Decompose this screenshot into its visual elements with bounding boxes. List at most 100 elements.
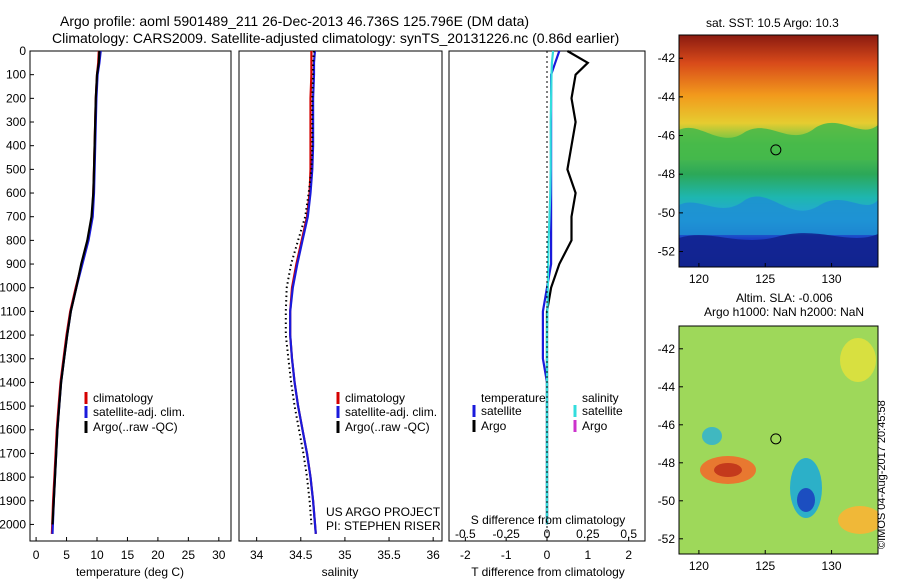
legend-label-climatology: climatology — [345, 391, 405, 405]
depth-tick-label: 1400 — [0, 375, 26, 389]
latitude-tick-label: -42 — [658, 342, 676, 356]
x-tick-label: 0 — [544, 548, 551, 562]
legend-heading-temperature: temperature — [481, 391, 546, 405]
longitude-tick-label: 125 — [755, 559, 775, 573]
depth-tick-label: 1600 — [0, 423, 26, 437]
depth-tick-label: 200 — [6, 91, 26, 105]
temperature-panel: 0100200300400500600700800900100011001200… — [0, 44, 232, 579]
longitude-tick-label: 120 — [689, 272, 709, 286]
legend-label-argo: Argo(..raw -QC) — [93, 420, 178, 434]
sst-latitude-ticks: -42 -44 -46 -48 -50 -52 — [658, 51, 683, 259]
legend-label-temperature-satellite: satellite — [481, 404, 522, 418]
sst-map-frame — [678, 34, 879, 268]
salinity-axis-label: salinity — [322, 565, 359, 579]
legend-label-salinity-argo: Argo — [582, 419, 608, 433]
temperature-difference-axis-label: T difference from climatology — [471, 565, 625, 579]
sla-positive-anomaly-east — [838, 506, 878, 534]
x-tick-label: -1 — [501, 548, 512, 562]
sst-front-cold — [679, 196, 878, 235]
latitude-tick-label: -44 — [658, 380, 676, 394]
sla-map-frame — [678, 325, 879, 555]
latitude-tick-label: -52 — [658, 245, 676, 259]
salinity-difference-tick-label: 0 — [544, 527, 551, 541]
salinity-panel: 34 34.5 35 35.5 36 climatology satellite-adj… — [238, 50, 443, 579]
latitude-tick-label: -42 — [658, 51, 676, 65]
depth-tick-label: 1900 — [0, 494, 26, 508]
sla-map-subtitle: Argo h1000: NaN h2000: NaN — [704, 305, 865, 319]
sla-map: -42 -44 -46 -48 -50 -52 120 125 130 — [658, 325, 879, 573]
depth-tick-label: 1200 — [0, 328, 26, 342]
depth-tick-label: 1300 — [0, 352, 26, 366]
salinity-difference-tick-label: -0.25 — [492, 527, 520, 541]
x-tick-label: 10 — [90, 548, 104, 562]
salinity-difference-tick-label: 0.25 — [576, 527, 600, 541]
legend-label-climatology: climatology — [93, 391, 153, 405]
difference-axis-ticks: -2 -1 0 1 2 — [460, 537, 632, 562]
difference-profiles — [541, 50, 590, 541]
pi-annotation: PI: STEPHEN RISER — [326, 519, 441, 533]
x-tick-label: 2 — [625, 548, 632, 562]
sla-positive-anomaly-north — [840, 338, 876, 382]
x-tick-label: 15 — [121, 548, 135, 562]
legend-label-temperature-argo: Argo — [481, 419, 507, 433]
sst-map: -42 -44 -46 -48 -50 -52 120 125 130 — [658, 34, 879, 286]
longitude-tick-label: 125 — [755, 272, 775, 286]
latitude-tick-label: -46 — [658, 418, 676, 432]
temperature-axis-ticks: 0 5 10 15 20 25 30 — [33, 537, 226, 562]
sla-float-marker — [770, 433, 782, 445]
x-tick-label: 34 — [250, 548, 264, 562]
x-tick-label: 25 — [182, 548, 196, 562]
depth-tick-label: 1700 — [0, 446, 26, 460]
legend-label-satellite: satellite-adj. clim. — [93, 405, 185, 419]
latitude-tick-label: -50 — [658, 206, 676, 220]
sst-deep-cold — [679, 233, 878, 267]
depth-tick-label: 1500 — [0, 399, 26, 413]
temperature-profiles — [50, 50, 102, 534]
depth-tick-label: 700 — [6, 210, 26, 224]
sla-map-title: Altim. SLA: -0.006 — [736, 291, 833, 305]
depth-tick-label: 600 — [6, 186, 26, 200]
figure-title-line-1: Argo profile: aoml 5901489_211 26-Dec-20… — [60, 13, 530, 29]
salinity-axis-ticks: 34 34.5 35 35.5 36 — [250, 537, 440, 562]
legend-label-salinity-satellite: satellite — [582, 404, 623, 418]
sst-float-marker — [770, 144, 782, 156]
sla-positive-anomaly-core — [714, 463, 742, 477]
depth-tick-label: 1800 — [0, 470, 26, 484]
series-line-argo-raw-qc- — [284, 50, 315, 525]
temperature-axis-label: temperature (deg C) — [76, 565, 184, 579]
depth-tick-label: 0 — [19, 44, 26, 58]
x-tick-label: 34.5 — [289, 548, 313, 562]
latitude-tick-label: -50 — [658, 494, 676, 508]
temperature-plot-frame — [29, 50, 232, 542]
difference-legend: temperature satellite Argo salinity sate… — [472, 391, 623, 433]
sst-longitude-ticks: 120 125 130 — [689, 263, 842, 286]
depth-tick-label: 2000 — [0, 517, 26, 531]
x-tick-label: 30 — [212, 548, 226, 562]
latitude-tick-label: -48 — [658, 167, 676, 181]
latitude-tick-label: -44 — [658, 90, 676, 104]
sla-longitude-ticks: 120 125 130 — [689, 550, 842, 573]
legend-label-argo: Argo(..raw -QC) — [345, 420, 430, 434]
depth-tick-label: 800 — [6, 233, 26, 247]
salinity-difference-tick-label: -0.5 — [455, 527, 476, 541]
difference-panel: -2 -1 0 1 2 -0.5 -0.25 0 0.25 0.5 temperature sa… — [448, 50, 646, 579]
longitude-tick-label: 130 — [822, 272, 842, 286]
x-tick-label: 1 — [584, 548, 591, 562]
depth-tick-label: 300 — [6, 115, 26, 129]
salinity-difference-ticks: -0.5 -0.25 0 0.25 0.5 — [455, 527, 637, 541]
salinity-legend: climatology satellite-adj. clim. Argo(..… — [336, 391, 437, 434]
sla-negative-anomaly-core — [797, 488, 815, 512]
x-tick-label: 36 — [426, 548, 440, 562]
depth-tick-label: 900 — [6, 257, 26, 271]
temperature-legend: climatology satellite-adj. clim. Argo(..… — [84, 391, 185, 434]
longitude-tick-label: 130 — [822, 559, 842, 573]
latitude-tick-label: -46 — [658, 129, 676, 143]
sst-front-warm — [679, 122, 878, 160]
legend-label-satellite: satellite-adj. clim. — [345, 405, 437, 419]
sst-map-title: sat. SST: 10.5 Argo: 10.3 — [706, 16, 839, 30]
depth-tick-label: 100 — [6, 68, 26, 82]
salinity-plot-frame — [238, 50, 443, 542]
x-tick-label: 5 — [63, 548, 70, 562]
depth-tick-label: 500 — [6, 162, 26, 176]
